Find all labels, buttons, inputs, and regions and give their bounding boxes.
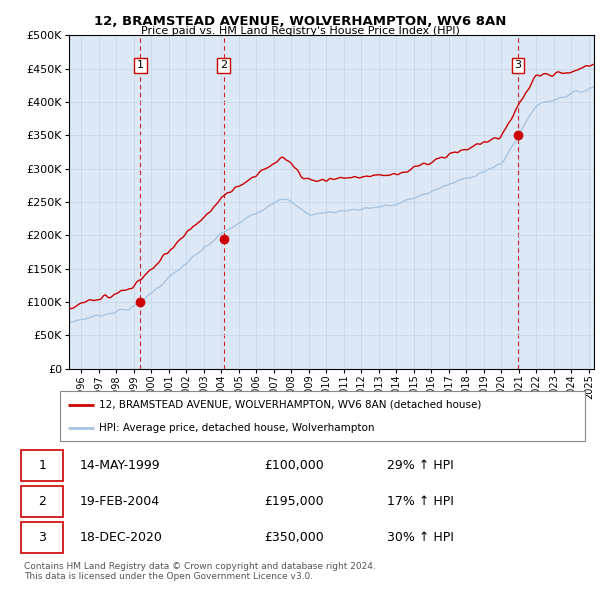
Text: 12, BRAMSTEAD AVENUE, WOLVERHAMPTON, WV6 8AN (detached house): 12, BRAMSTEAD AVENUE, WOLVERHAMPTON, WV6… xyxy=(100,399,482,409)
FancyBboxPatch shape xyxy=(21,486,63,517)
Text: 1: 1 xyxy=(38,459,46,472)
Text: 29% ↑ HPI: 29% ↑ HPI xyxy=(387,459,454,472)
Text: 14-MAY-1999: 14-MAY-1999 xyxy=(80,459,160,472)
Text: 19-FEB-2004: 19-FEB-2004 xyxy=(80,495,160,508)
Text: £195,000: £195,000 xyxy=(264,495,323,508)
Text: 3: 3 xyxy=(38,531,46,544)
Text: 1: 1 xyxy=(137,60,144,70)
Text: 2: 2 xyxy=(220,60,227,70)
Text: 3: 3 xyxy=(515,60,521,70)
Text: 12, BRAMSTEAD AVENUE, WOLVERHAMPTON, WV6 8AN: 12, BRAMSTEAD AVENUE, WOLVERHAMPTON, WV6… xyxy=(94,15,506,28)
Text: Contains HM Land Registry data © Crown copyright and database right 2024.: Contains HM Land Registry data © Crown c… xyxy=(24,562,376,571)
Text: 17% ↑ HPI: 17% ↑ HPI xyxy=(387,495,454,508)
FancyBboxPatch shape xyxy=(21,522,63,553)
Text: This data is licensed under the Open Government Licence v3.0.: This data is licensed under the Open Gov… xyxy=(24,572,313,581)
Text: £350,000: £350,000 xyxy=(264,531,323,544)
Text: Price paid vs. HM Land Registry's House Price Index (HPI): Price paid vs. HM Land Registry's House … xyxy=(140,26,460,36)
Text: HPI: Average price, detached house, Wolverhampton: HPI: Average price, detached house, Wolv… xyxy=(100,423,375,433)
FancyBboxPatch shape xyxy=(60,391,585,441)
Text: £100,000: £100,000 xyxy=(264,459,323,472)
FancyBboxPatch shape xyxy=(21,450,63,481)
Text: 2: 2 xyxy=(38,495,46,508)
Text: 18-DEC-2020: 18-DEC-2020 xyxy=(80,531,163,544)
Text: 30% ↑ HPI: 30% ↑ HPI xyxy=(387,531,454,544)
